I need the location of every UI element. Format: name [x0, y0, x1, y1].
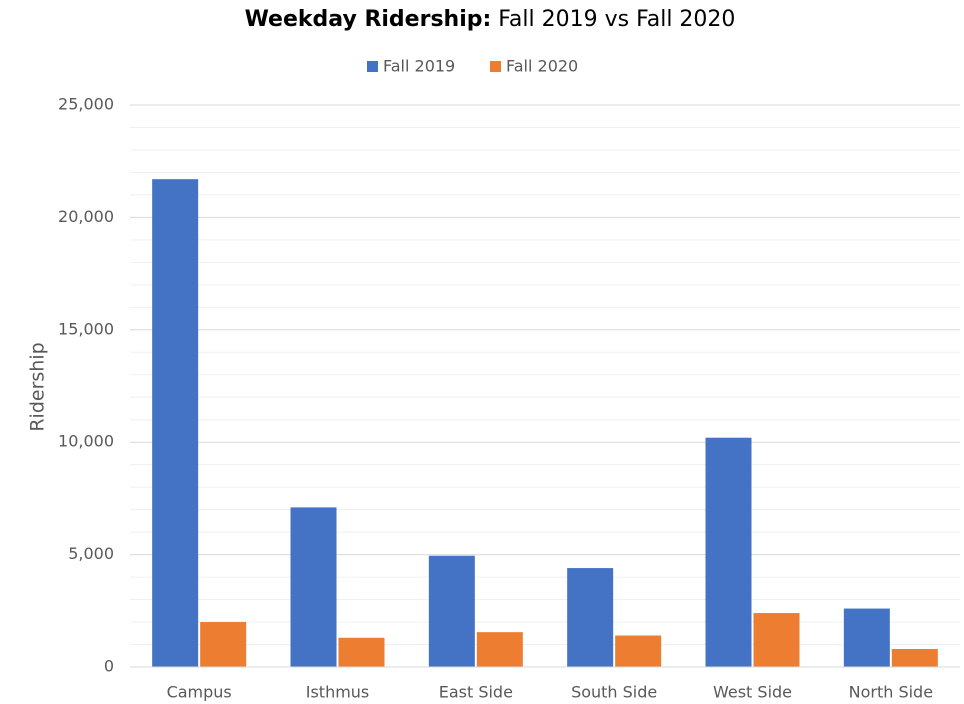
x-tick-label: West Side [713, 683, 792, 702]
chart-title: Weekday Ridership: Fall 2019 vs Fall 202… [245, 7, 736, 32]
x-tick-label: Isthmus [306, 683, 370, 702]
y-tick-label: 10,000 [58, 432, 114, 451]
y-tick-label: 15,000 [58, 319, 114, 338]
bar [615, 635, 662, 667]
bar [891, 649, 938, 667]
y-tick-label: 25,000 [58, 95, 114, 114]
legend-swatch [490, 61, 501, 72]
chart-title-rest: Fall 2019 vs Fall 2020 [498, 7, 735, 32]
bar [290, 507, 337, 667]
legend-label: Fall 2020 [506, 57, 578, 76]
x-tick-label: East Side [439, 683, 513, 702]
bar [753, 613, 800, 667]
y-tick-label: 20,000 [58, 207, 114, 226]
bar [705, 437, 752, 667]
bar [567, 568, 614, 667]
legend-swatch [367, 61, 378, 72]
y-tick-label: 5,000 [68, 544, 114, 563]
bar [428, 555, 475, 667]
bar [338, 637, 385, 667]
legend-label: Fall 2019 [383, 57, 455, 76]
x-tick-label: Campus [167, 683, 232, 702]
bar [843, 608, 890, 667]
y-tick-label: 0 [104, 657, 114, 676]
x-tick-label: South Side [571, 683, 657, 702]
bar [476, 632, 523, 667]
bar [200, 622, 247, 667]
x-tick-label: North Side [849, 683, 933, 702]
y-axis-label: Ridership [27, 342, 49, 431]
bar [152, 179, 199, 667]
chart-title-bold: Weekday Ridership: [245, 7, 492, 32]
